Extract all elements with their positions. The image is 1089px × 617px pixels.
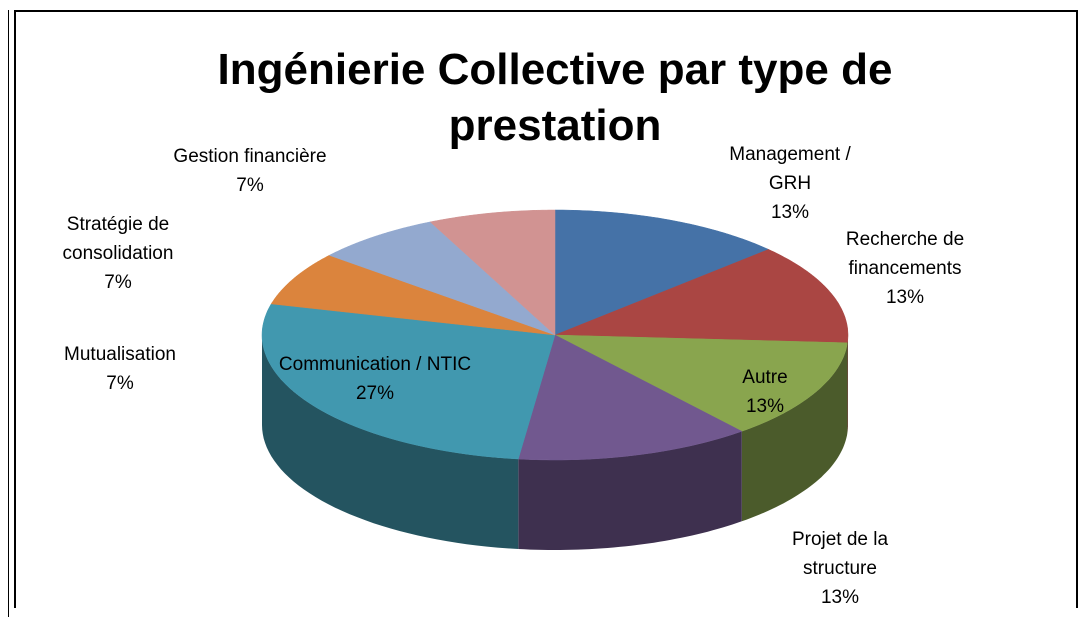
value-label: 27% bbox=[355, 383, 395, 404]
pie-slice bbox=[517, 334, 743, 461]
value-label: 7% bbox=[104, 272, 132, 293]
data-label: Communication / NTIC 27% bbox=[270, 350, 480, 408]
data-label: Gestion financière 7% bbox=[130, 142, 370, 200]
value-label: 13% bbox=[770, 202, 810, 223]
value-label: 7% bbox=[236, 175, 264, 196]
pie-side bbox=[741, 342, 848, 522]
chart-title: Ingénierie Collective par type de presta… bbox=[217, 45, 893, 150]
category-label: Mutualisation bbox=[64, 344, 176, 365]
category-label: Stratégie de consolidation bbox=[62, 214, 174, 264]
value-label: 13% bbox=[745, 396, 785, 417]
category-label: Gestion financière bbox=[173, 146, 327, 167]
data-label: Mutualisation 7% bbox=[20, 340, 220, 398]
data-label: Management / GRH 13% bbox=[715, 140, 865, 227]
pie-slice bbox=[261, 303, 556, 460]
chart-frame bbox=[14, 10, 1078, 608]
pie-side bbox=[262, 335, 519, 549]
data-label: Autre 13% bbox=[705, 363, 825, 421]
data-label: Recherche de financements 13% bbox=[818, 225, 993, 312]
pie-slice bbox=[429, 209, 556, 336]
pie-slice bbox=[554, 334, 848, 432]
data-label: Stratégie de consolidation 7% bbox=[33, 210, 203, 297]
pie-slice bbox=[554, 249, 849, 344]
category-label: Management / GRH bbox=[729, 144, 851, 194]
category-label: Autre bbox=[742, 367, 788, 388]
value-label: 13% bbox=[820, 587, 860, 608]
category-label: Recherche de financements bbox=[845, 229, 965, 279]
pie-slice bbox=[270, 255, 556, 336]
pie-slice bbox=[328, 221, 556, 336]
value-label: 7% bbox=[106, 373, 134, 394]
pie-side bbox=[847, 335, 848, 433]
category-label: Communication / NTIC bbox=[278, 354, 472, 375]
pie-side bbox=[518, 431, 742, 550]
data-label: Projet de la structure 13% bbox=[765, 525, 915, 612]
frame-edge bbox=[8, 10, 9, 617]
value-label: 13% bbox=[885, 287, 925, 308]
category-label: Projet de la structure bbox=[791, 529, 889, 579]
pie-slice bbox=[554, 209, 770, 336]
